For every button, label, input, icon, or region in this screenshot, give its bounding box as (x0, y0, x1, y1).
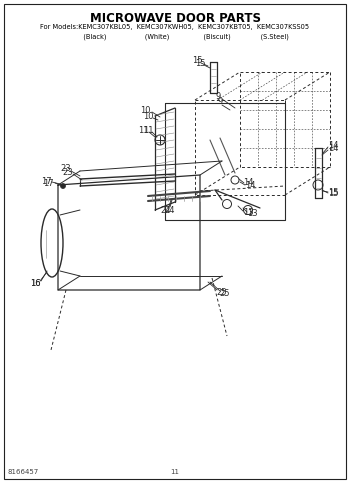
Text: 24: 24 (165, 205, 175, 214)
Text: 14: 14 (245, 181, 255, 189)
Text: 15: 15 (192, 56, 202, 65)
Text: 9: 9 (217, 97, 223, 105)
Text: 14: 14 (243, 177, 253, 186)
Text: 25: 25 (217, 287, 227, 297)
Text: MICROWAVE DOOR PARTS: MICROWAVE DOOR PARTS (90, 12, 260, 25)
Text: 16: 16 (30, 279, 40, 287)
Text: 11: 11 (138, 126, 148, 134)
Text: 9: 9 (215, 91, 220, 100)
Text: 15: 15 (328, 188, 338, 198)
Text: 11: 11 (143, 126, 153, 134)
Text: 23: 23 (63, 168, 73, 176)
Text: 16: 16 (30, 279, 40, 287)
Text: 11: 11 (170, 469, 180, 475)
Text: 10: 10 (140, 105, 150, 114)
Text: 8166457: 8166457 (8, 469, 39, 475)
Text: For Models:KEMC307KBL05,  KEMC307KWH05,  KEMC307KBT05,  KEMC307KSS05: For Models:KEMC307KBL05, KEMC307KWH05, K… (41, 24, 309, 30)
Circle shape (61, 184, 65, 188)
Text: 14: 14 (328, 143, 338, 153)
Text: 23: 23 (61, 164, 71, 172)
Text: 17: 17 (43, 179, 53, 187)
Text: 13: 13 (247, 209, 257, 217)
Text: 17: 17 (41, 176, 51, 185)
Text: 25: 25 (220, 288, 230, 298)
Text: 24: 24 (161, 205, 171, 214)
Text: 15: 15 (328, 187, 338, 197)
Text: 13: 13 (243, 208, 253, 216)
Text: (Black)                  (White)                (Biscuit)              (S.Steel): (Black) (White) (Biscuit) (S.Steel) (62, 33, 288, 40)
Text: 14: 14 (328, 141, 338, 150)
Text: 10: 10 (143, 112, 153, 120)
Text: 15: 15 (195, 58, 205, 68)
